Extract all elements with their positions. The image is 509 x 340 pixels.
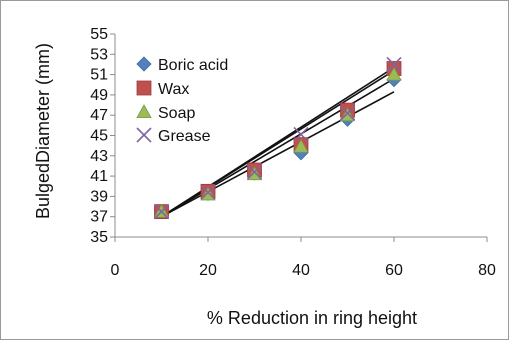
- y-tick-label: 53: [90, 46, 108, 63]
- y-tick-label: 49: [90, 87, 108, 104]
- legend-label-wax: Wax: [158, 81, 189, 98]
- x-tick-label: 60: [385, 262, 403, 279]
- trendlines: [161, 66, 395, 218]
- legend-label-soap: Soap: [158, 105, 195, 122]
- x-tick-label: 80: [478, 262, 496, 279]
- data-point-grease-stroke: [293, 126, 309, 143]
- x-axis-title: % Reduction in ring height: [207, 308, 417, 328]
- legend-marker-grease-stroke: [136, 127, 152, 143]
- data-point-grease-stroke: [386, 56, 402, 73]
- legend-marker-soap: [136, 104, 152, 118]
- data-point-grease-stroke: [153, 204, 170, 220]
- data-points: [153, 56, 402, 220]
- legend-marker-grease: [136, 127, 152, 143]
- trendline-soap: [161, 77, 395, 218]
- y-tick-label: 39: [90, 188, 108, 205]
- y-axis-title: BulgedDiameter (mm): [33, 43, 53, 219]
- data-point-grease-stroke: [246, 164, 263, 180]
- y-tick-label: 45: [90, 128, 108, 145]
- data-point-grease: [386, 56, 402, 73]
- legend-marker-boric-acid: [136, 56, 152, 72]
- data-point-grease: [339, 105, 356, 121]
- y-tick-label: 37: [90, 209, 108, 226]
- data-point-grease: [246, 164, 263, 180]
- data-point-soap: [293, 138, 309, 153]
- y-tick-label: 41: [90, 168, 108, 185]
- data-point-soap: [386, 66, 402, 81]
- legend-label-grease: Grease: [158, 128, 211, 145]
- data-point-grease: [200, 184, 216, 200]
- trendline-grease: [161, 66, 395, 218]
- legend-marker-wax: [136, 80, 152, 96]
- legend-label-boric-acid: Boric acid: [158, 57, 228, 74]
- data-point-grease: [153, 204, 170, 220]
- data-point-grease-stroke: [200, 184, 216, 200]
- data-point-grease: [293, 126, 309, 143]
- axes: 35 37 39 41 43 45 47 49 51 53 55 0 20 40 60 80: [90, 26, 496, 279]
- y-tick-label: 55: [90, 26, 108, 43]
- y-tick-label: 35: [90, 229, 108, 246]
- data-point-grease-stroke: [339, 105, 356, 121]
- x-tick-label: 0: [111, 262, 120, 279]
- y-tick-label: 47: [90, 107, 108, 124]
- y-tick-label: 43: [90, 148, 108, 165]
- x-tick-label: 20: [199, 262, 217, 279]
- x-tick-label: 40: [292, 262, 310, 279]
- legend: Boric acid Wax Soap Grease: [136, 56, 228, 145]
- trendline-boric-acid: [161, 91, 395, 218]
- y-tick-label: 51: [90, 67, 108, 84]
